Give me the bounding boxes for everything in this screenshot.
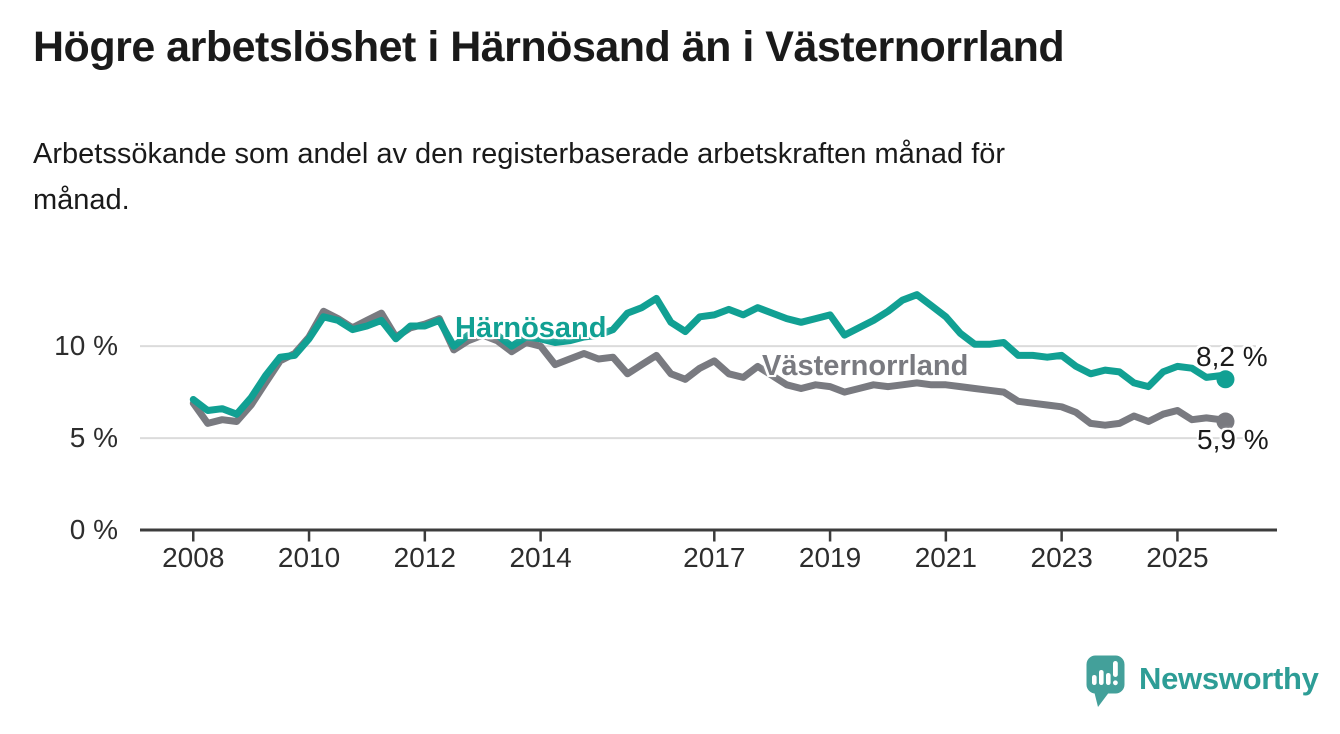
x-tick-label-2008: 2008 [162, 542, 225, 573]
x-tick-label-2023: 2023 [1030, 542, 1093, 573]
x-tick-label-2019: 2019 [798, 542, 862, 573]
chart-title: Högre arbetslöshet i Härnösand än i Väst… [33, 23, 1065, 71]
newsworthy-logo-text: Newsworthy [1139, 661, 1319, 696]
x-tick-label-2014: 2014 [509, 542, 572, 573]
x-tick-label-2012: 2012 [393, 542, 456, 573]
chart-subtitle: Arbetssökande som andel av den registerb… [33, 138, 1006, 216]
end-dot-härnösand [1216, 370, 1235, 389]
end-value-label-vasternorrland: 5,9 % [1197, 424, 1269, 455]
newsworthy-branding: Newsworthy [1086, 655, 1319, 711]
line-västernorrland [189, 307, 1229, 429]
x-tick-label-2025: 2025 [1146, 542, 1209, 573]
x-tick-label-2017: 2017 [683, 542, 746, 573]
newsworthy-logo-icon [1086, 655, 1125, 707]
series-label-vasternorrland: Västernorrland [762, 350, 969, 382]
series-label-harnosand: Härnösand [455, 312, 607, 344]
x-tick-label-2021: 2021 [914, 542, 977, 573]
line-härnösand [189, 291, 1229, 418]
end-dot-västernorrland [1216, 412, 1235, 431]
y-tick-label-5pct: 5 % [69, 422, 118, 454]
end-value-label-harnosand: 8,2 % [1196, 341, 1268, 372]
y-tick-label-0pct: 0 % [69, 514, 118, 545]
y-tick-label-10pct: 10 % [54, 330, 118, 362]
x-tick-label-2010: 2010 [277, 542, 341, 573]
